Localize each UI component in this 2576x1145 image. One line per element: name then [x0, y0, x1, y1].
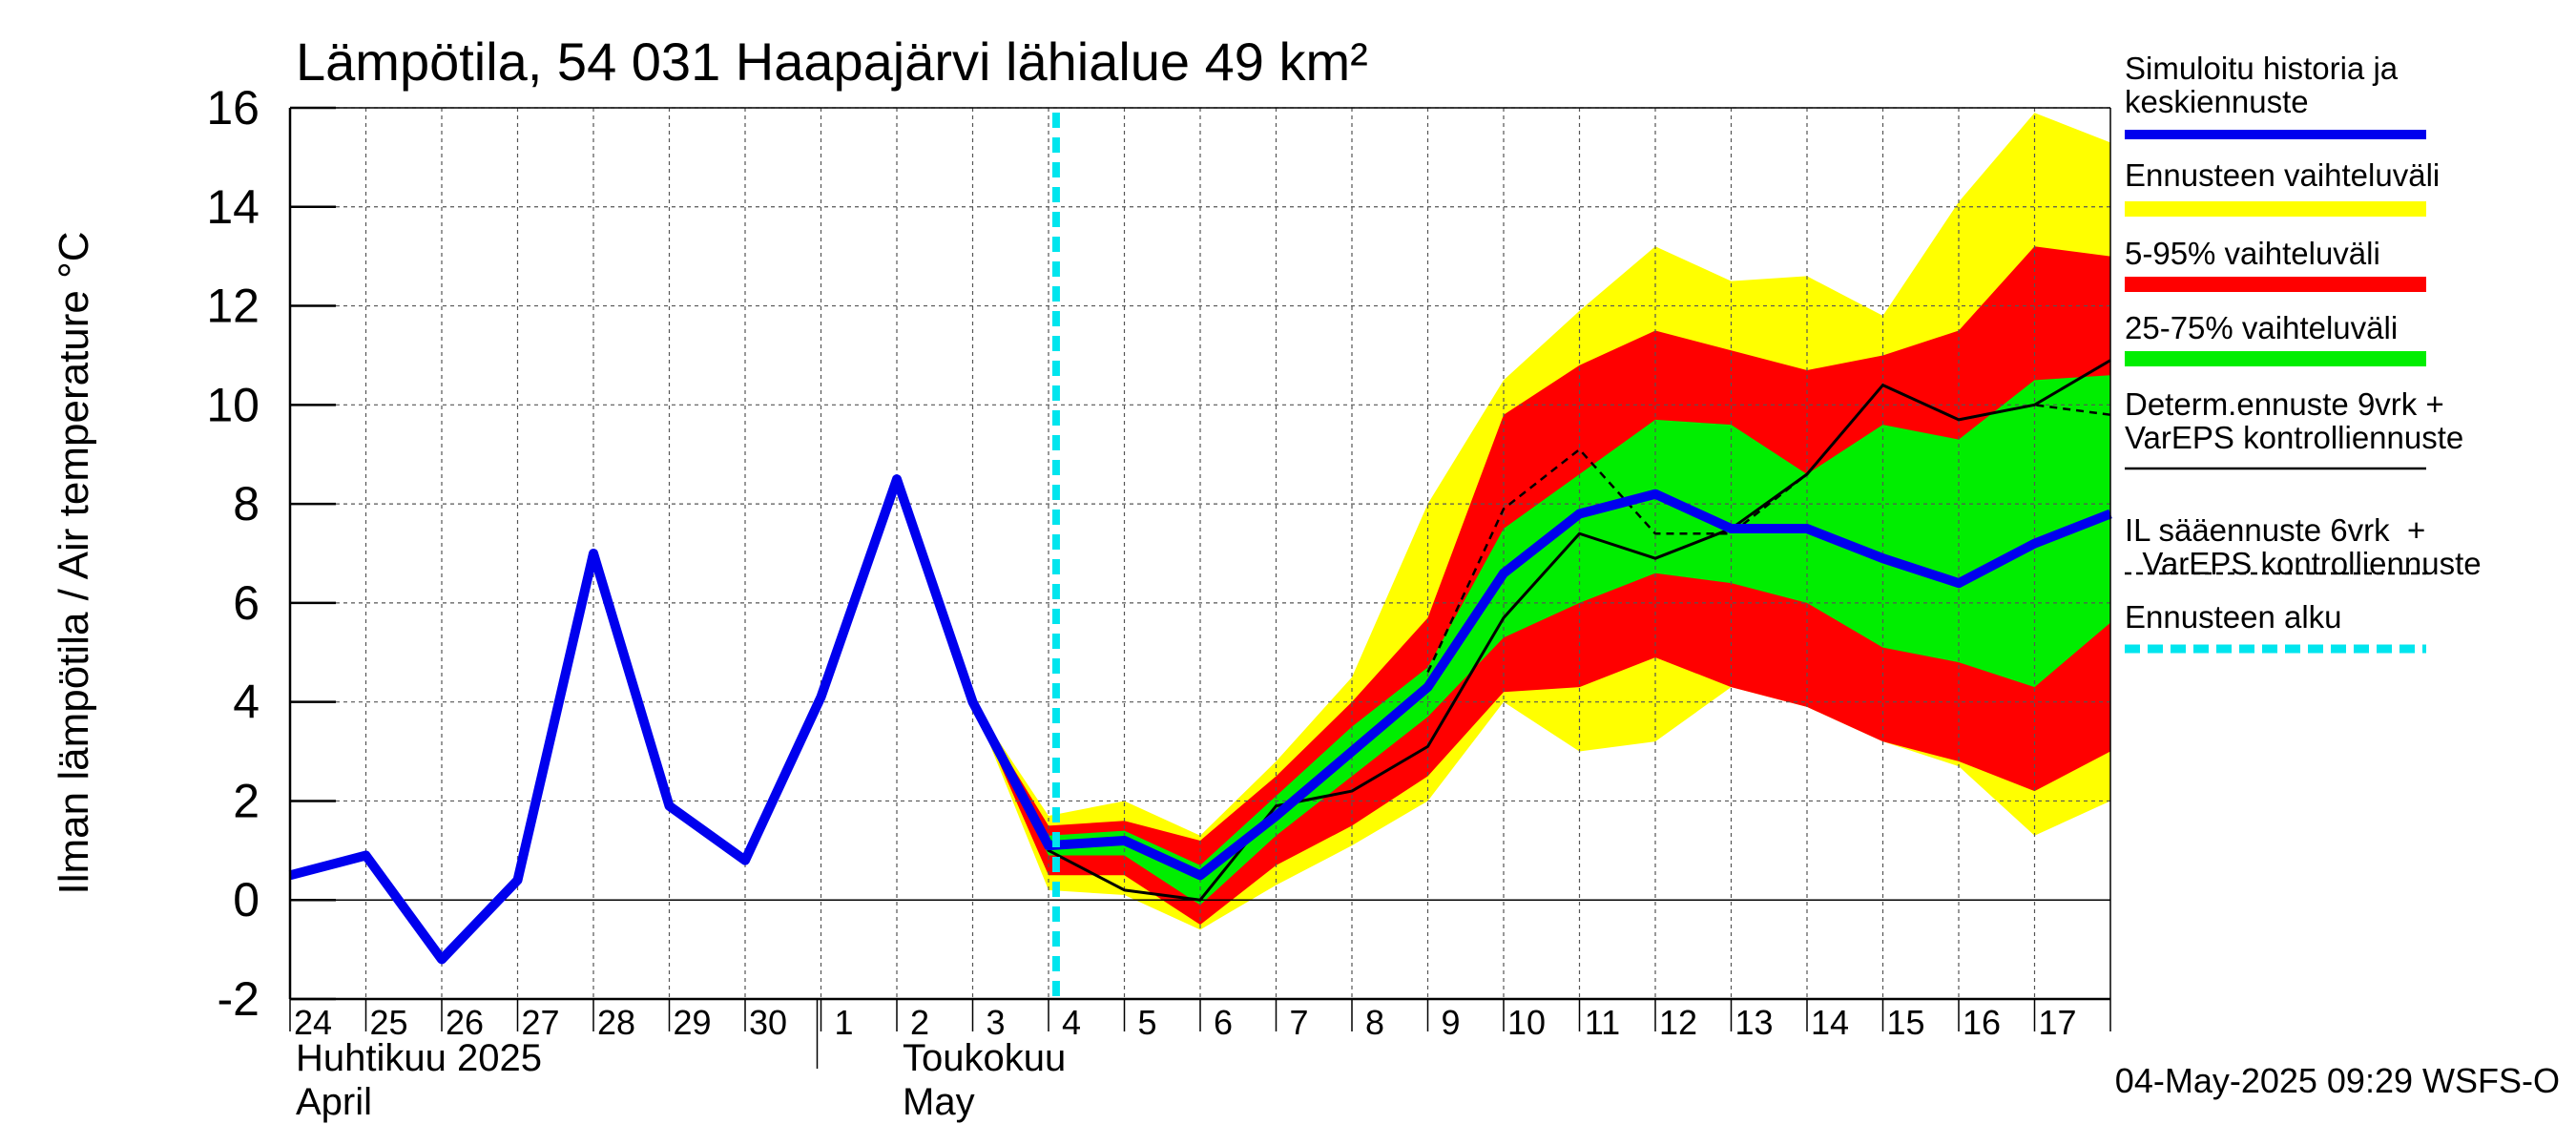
legend-label: Ennusteen alku: [2125, 599, 2342, 635]
month-label-fi: Toukokuu: [903, 1037, 1066, 1079]
x-tick-label: 29: [673, 1003, 711, 1042]
y-axis-label: Ilman lämpötila / Air temperature °C: [51, 232, 97, 895]
x-tick-label: 3: [986, 1003, 1005, 1042]
y-tick-label: 12: [206, 280, 260, 333]
y-tick-label: 6: [233, 576, 260, 630]
x-tick-label: 15: [1886, 1003, 1924, 1042]
x-tick-label: 2: [910, 1003, 929, 1042]
y-tick-label: 4: [233, 676, 260, 729]
y-tick-label: 0: [233, 873, 260, 926]
y-tick-label: 16: [206, 81, 260, 135]
x-tick-label: 13: [1735, 1003, 1773, 1042]
legend-label: keskiennuste: [2125, 84, 2309, 119]
legend-label: Simuloitu historia ja: [2125, 51, 2399, 86]
series-il-forecast: [1426, 384, 2111, 674]
y-tick-label: 8: [233, 477, 260, 531]
series-lines: [288, 113, 2112, 999]
chart-title: Lämpötila, 54 031 Haapajärvi lähialue 49…: [296, 31, 1368, 92]
x-tick-label: 26: [446, 1003, 484, 1042]
x-tick-label: 8: [1365, 1003, 1384, 1042]
month-label-en: April: [296, 1081, 372, 1123]
x-tick-label: 11: [1585, 1003, 1620, 1042]
x-tick-label: 16: [1963, 1003, 2001, 1042]
y-tick-label: 10: [206, 378, 260, 431]
legend-label: VarEPS kontrolliennuste: [2125, 420, 2463, 455]
x-tick-label: 30: [749, 1003, 787, 1042]
y-tick-label: 2: [233, 774, 260, 827]
x-tick-label: 1: [834, 1003, 853, 1042]
legend-label: 5-95% vaihteluväli: [2125, 236, 2380, 271]
x-tick-label: 14: [1811, 1003, 1849, 1042]
x-tick-label: 9: [1441, 1003, 1460, 1042]
legend-label: VarEPS kontrolliennuste: [2125, 546, 2482, 581]
legend-label: Determ.ennuste 9vrk +: [2125, 386, 2444, 422]
x-tick-label: 17: [2038, 1003, 2076, 1042]
timestamp: 04-May-2025 09:29 WSFS-O: [2115, 1061, 2560, 1100]
x-tick-label: 5: [1137, 1003, 1156, 1042]
x-tick-label: 7: [1289, 1003, 1308, 1042]
y-tick-label: 14: [206, 180, 260, 234]
series-simulated-mean: [288, 474, 2112, 965]
month-label-en: May: [903, 1081, 975, 1123]
forecast-bands: [972, 113, 2110, 930]
series-deterministic: [895, 359, 2111, 902]
y-tick-label: -2: [218, 972, 260, 1026]
legend-label: 25-75% vaihteluväli: [2125, 310, 2398, 345]
x-tick-label: 28: [597, 1003, 635, 1042]
x-tick-label: 24: [294, 1003, 332, 1042]
legend-label: IL sääennuste 6vrk +: [2125, 512, 2425, 548]
x-tick-label: 25: [369, 1003, 407, 1042]
month-label-fi: Huhtikuu 2025: [296, 1037, 542, 1079]
legend-label: Ennusteen vaihteluväli: [2125, 157, 2440, 193]
band-25-75: [972, 375, 2110, 906]
x-tick-label: 6: [1214, 1003, 1233, 1042]
x-tick-label: 27: [521, 1003, 559, 1042]
x-tick-label: 10: [1507, 1003, 1546, 1042]
x-tick-label: 12: [1659, 1003, 1697, 1042]
x-tick-label: 4: [1062, 1003, 1081, 1042]
